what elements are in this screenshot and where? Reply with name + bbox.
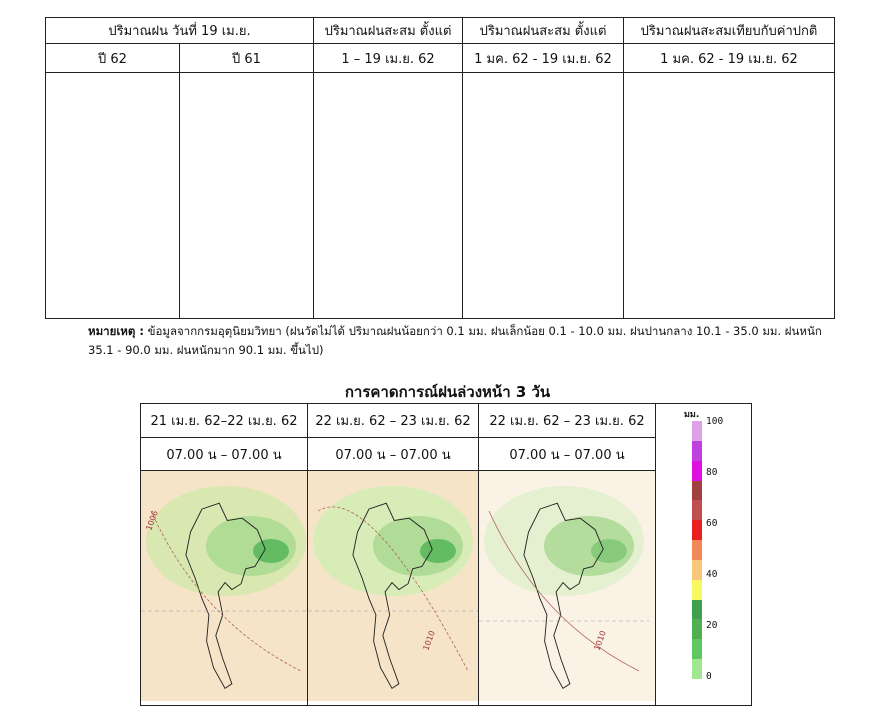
forecast-time-2: 07.00 น – 07.00 น [307, 437, 479, 471]
header-daily: ปริมาณฝน วันที่ 19 เม.ย. [45, 17, 314, 44]
forecast-map-cell: 1006 [140, 470, 308, 706]
note-label: หมายเหตุ : [88, 324, 144, 338]
forecast-map: 1010 [479, 471, 655, 705]
rainfall-map-cell: DAILY RAINFALL19 APRIL 2018 RAINFALL : m… [179, 72, 314, 319]
legend-swatch [692, 579, 702, 600]
rainfall-map-cell: DAILY RAINFALL19 APRIL 2019 RAINFALL : m… [45, 72, 180, 319]
forecast-map: 1010 [308, 471, 478, 705]
sub-2018: ปี 61 [179, 43, 314, 73]
rainfall-map-cell: TOTAL MONTHLY RAINFALLFROM 1-19 เมษายน 2… [313, 72, 463, 319]
legend-unit: มม. [684, 410, 700, 420]
legend-swatch [692, 440, 702, 461]
forecast-rain-map: 1006 [141, 471, 307, 701]
forecast-title: การคาดการณ์ฝนล่วงหน้า 3 วัน [344, 383, 551, 401]
legend-tick: 60 [706, 518, 718, 529]
legend-tick: 100 [706, 416, 724, 427]
forecast-rain-map: 1010 [308, 471, 478, 701]
sub-2019: ปี 62 [45, 43, 180, 73]
forecast-legend: มม. 100 80 60 40 20 0 [655, 403, 752, 706]
legend-tick: 80 [706, 467, 718, 478]
forecast-date-3: 22 เม.ย. 62 – 23 เม.ย. 62 [478, 403, 656, 438]
forecast-map: 1006 [141, 471, 307, 705]
legend-swatch [692, 540, 702, 560]
legend-swatch [692, 559, 702, 580]
legend-swatch [692, 659, 702, 679]
rainfall-map-cell: DEPARTURE FROM NORMALTO 19เมษายน RAINFAL… [623, 72, 835, 319]
forecast-rain-map: 1010 [479, 471, 655, 701]
legend-swatch [692, 619, 702, 640]
forecast-map-cell: 1010 [307, 470, 479, 706]
forecast-date-2: 22 เม.ย. 62 – 23 เม.ย. 62 [307, 403, 479, 438]
legend-tick: 20 [706, 620, 718, 631]
observed-rainfall-table: ปริมาณฝน วันที่ 19 เม.ย. ปริมาณฝนสะสม ตั… [45, 17, 835, 319]
header-monthly: ปริมาณฝนสะสม ตั้งแต่ [313, 17, 463, 44]
note: หมายเหตุ : ข้อมูลจากกรมอุตุนิยมวิทยา (ฝน… [88, 322, 838, 360]
forecast-table: 21 เม.ย. 62–22 เม.ย. 62 22 เม.ย. 62 – 23… [140, 403, 752, 706]
rainfall-map-cell: TOTAL RAINFALL FROM 1 JANUARYTO 19เมษายน… [462, 72, 624, 319]
legend-tick: 0 [706, 671, 712, 682]
note-text: ข้อมูลจากกรมอุตุนิยมวิทยา (ฝนวัดไม่ได้ ป… [88, 324, 822, 357]
forecast-date-1: 21 เม.ย. 62–22 เม.ย. 62 [140, 403, 308, 438]
legend-swatch [692, 599, 702, 620]
sub-yearly: 1 มค. 62 - 19 เม.ย. 62 [462, 43, 624, 73]
forecast-time-1: 07.00 น – 07.00 น [140, 437, 308, 471]
header-departure: ปริมาณฝนสะสมเทียบกับค่าปกติ [623, 17, 835, 44]
legend-swatch [692, 421, 702, 441]
legend-swatch [692, 639, 702, 660]
legend-swatch [692, 460, 702, 481]
forecast-map-cell: 1010 [478, 470, 656, 706]
sub-monthly: 1 – 19 เม.ย. 62 [313, 43, 463, 73]
forecast-time-3: 07.00 น – 07.00 น [478, 437, 656, 471]
legend-color-bar [692, 421, 702, 679]
legend-swatch [692, 500, 702, 521]
legend-swatch [692, 480, 702, 501]
legend-tick: 40 [706, 569, 718, 580]
header-yearly: ปริมาณฝนสะสม ตั้งแต่ [462, 17, 624, 44]
sub-departure: 1 มค. 62 - 19 เม.ย. 62 [623, 43, 835, 73]
legend-swatch [692, 520, 702, 541]
